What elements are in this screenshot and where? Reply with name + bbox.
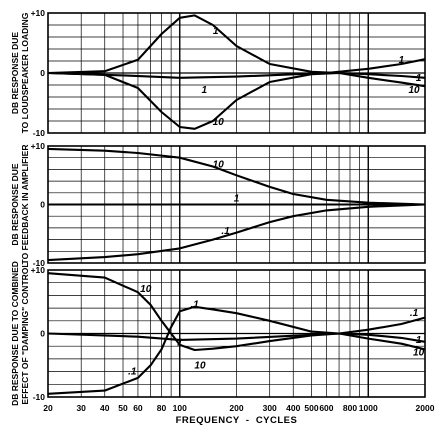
curve-label: .1 [410,308,419,319]
curve-label: .1 [191,299,200,310]
curve-label: 1 [399,55,405,66]
y-tick-label: -10 [33,258,46,268]
y-tick-label: -10 [33,392,46,402]
y-tick-label: -10 [33,128,46,138]
curve-label: 10 [194,360,206,371]
curve-label: .1 [128,367,137,378]
series-curve-10 [47,71,426,130]
y-tick-label: +10 [31,141,46,151]
x-tick-label: 20 [43,403,53,413]
curve-label: 10 [409,85,421,96]
y-tick-label: +10 [31,265,46,275]
curve-label: 10 [213,117,225,128]
curve-label: 10 [413,348,425,359]
curve-label: 1 [213,26,219,37]
y-tick-label: 0 [40,200,45,210]
y-axis-label-line: DB RESPONSE DUE TO COMBINED [10,261,20,406]
x-tick-label: 600 [319,403,333,413]
x-tick-label: 1000 [359,403,378,413]
y-tick-label: 0 [40,329,45,339]
series-curve-10 [47,147,426,206]
series-curve-1 [47,14,426,79]
x-tick-label: 500 [304,403,318,413]
curve-label: 1 [202,85,208,96]
y-axis-label-line: DB RESPONSE DUE [10,32,20,115]
series-curve-p1 [47,203,426,262]
y-tick-label: +10 [31,8,46,18]
x-axis-title: FREQUENCY - CYCLES [176,415,298,426]
x-tick-label: 30 [76,403,86,413]
series-curve-10 [47,272,426,352]
curve-label: 1 [177,337,183,348]
series-curve-p1 [47,305,426,395]
x-tick-label: 40 [100,403,110,413]
x-tick-label: 60 [133,403,143,413]
series-curve-1 [47,332,426,343]
y-axis-label: DB RESPONSE DUETO LOUDSPEAKER LOADING [10,12,30,133]
x-tick-label: 50 [118,403,128,413]
x-tick-label: 400 [286,403,300,413]
curve-label: 10 [140,284,152,295]
x-tick-label: 2000 [416,403,435,413]
y-axis-label-line: TO FEEDBACK IN AMPLIFIER [20,145,30,265]
curve-label: 1 [234,194,240,205]
y-axis-label-line: TO LOUDSPEAKER LOADING [20,12,30,133]
y-axis-label: DB RESPONSE DUE TO COMBINEDEFFECT OF "DA… [10,261,30,406]
x-tick-label: 100 [173,403,187,413]
x-tick-label: 200 [229,403,243,413]
curve-label: 1 [416,73,422,84]
y-axis-label-line: EFFECT OF "DAMPING" CONTROL [20,262,30,404]
x-tick-label: 800 [343,403,357,413]
y-axis-label-line: DB RESPONSE DUE [10,163,20,246]
y-tick-label: 0 [40,68,45,78]
curve-label: 1 [416,335,422,346]
x-tick-label: 80 [157,403,167,413]
x-tick-label: 300 [263,403,277,413]
y-axis-label: DB RESPONSE DUETO FEEDBACK IN AMPLIFIER [10,145,30,265]
curve-label: .1 [221,226,230,237]
curve-label: 10 [213,160,225,171]
